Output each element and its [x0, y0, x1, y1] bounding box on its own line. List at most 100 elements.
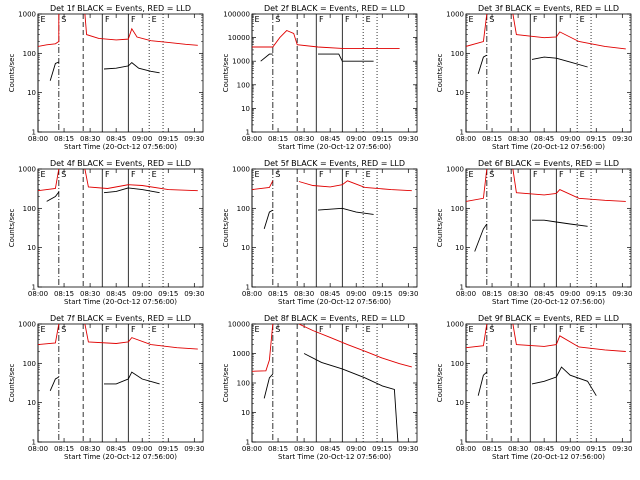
x-axis-label: Start Time (20-Oct-12 07:56:00)	[278, 453, 391, 461]
x-tick-label: 09:30	[398, 135, 418, 143]
y-axis-label: Counts/sec	[436, 364, 444, 403]
x-tick-label: 08:00	[456, 445, 476, 453]
x-tick-label: 09:30	[184, 445, 204, 453]
x-axis-label: Start Time (20-Oct-12 07:56:00)	[64, 298, 177, 306]
y-tick-label: 1	[32, 129, 36, 137]
time-marker-label: E	[40, 15, 45, 24]
events-series-line	[317, 207, 374, 215]
x-tick-label: 08:45	[320, 135, 340, 143]
x-tick-label: 08:45	[534, 290, 554, 298]
x-tick-label: 08:45	[106, 135, 126, 143]
x-tick-label: 08:45	[320, 445, 340, 453]
x-tick-label: 09:00	[560, 290, 580, 298]
x-tick-label: 09:15	[586, 135, 606, 143]
events-series-line	[46, 191, 60, 202]
x-tick-label: 08:45	[534, 135, 554, 143]
events-series-line	[532, 219, 588, 227]
y-tick-label: 10	[27, 399, 36, 407]
x-tick-label: 09:00	[346, 135, 366, 143]
y-tick-label: 1	[32, 284, 36, 292]
y-tick-label: 10	[455, 399, 464, 407]
chart-title: Det 7f BLACK = Events, RED = LLD	[50, 314, 191, 323]
lld-series-line	[38, 169, 60, 192]
chart-title: Det 1f BLACK = Events, RED = LLD	[50, 4, 191, 13]
lld-series-line	[298, 180, 412, 192]
x-tick-label: 08:00	[28, 290, 48, 298]
x-tick-label: 09:15	[586, 445, 606, 453]
series-group	[38, 324, 198, 391]
x-tick-label: 09:30	[184, 135, 204, 143]
x-tick-label: 09:15	[372, 290, 392, 298]
y-axis-label: Counts/sec	[222, 209, 230, 248]
time-marker-label: F	[131, 325, 136, 334]
plot-frame	[37, 168, 204, 288]
y-tick-label: 1	[246, 129, 250, 137]
plot-frame	[251, 323, 418, 443]
lld-series-line	[252, 324, 274, 372]
time-marker-label: S	[61, 15, 66, 24]
chart-title: Det 4f BLACK = Events, RED = LLD	[50, 159, 191, 168]
time-marker-label: E	[468, 15, 473, 24]
events-series-line	[531, 366, 597, 396]
series-group	[466, 169, 626, 252]
x-tick-label: 08:00	[28, 445, 48, 453]
chart-panel: Det 3f BLACK = Events, RED = LLD 1 10 100 10…	[436, 4, 632, 151]
lld-series-line	[38, 324, 60, 346]
y-tick-label: 1000	[232, 350, 250, 358]
x-tick-label: 08:15	[268, 290, 288, 298]
y-tick-label: 1000	[446, 166, 464, 174]
y-tick-label: 1000	[232, 166, 250, 174]
time-marker-label: S	[61, 325, 66, 334]
time-marker-label: E	[152, 15, 157, 24]
y-tick-label: 1	[460, 129, 464, 137]
x-tick-label: 08:45	[106, 290, 126, 298]
y-tick-label: 1	[246, 284, 250, 292]
x-tick-label: 08:15	[482, 445, 502, 453]
time-marker-label: F	[533, 170, 538, 179]
time-marker-label: E	[366, 170, 371, 179]
time-marker-label: S	[489, 170, 494, 179]
y-tick-label: 10000	[228, 34, 250, 42]
x-tick-label: 08:15	[54, 290, 74, 298]
x-tick-label: 08:15	[482, 290, 502, 298]
y-tick-label: 10	[241, 244, 250, 252]
plot-frame	[465, 168, 632, 288]
x-tick-label: 08:30	[294, 445, 314, 453]
lld-series-line	[512, 324, 626, 352]
lld-series-line	[84, 14, 198, 46]
y-tick-label: 10	[455, 244, 464, 252]
x-tick-label: 09:15	[372, 445, 392, 453]
y-axis-label: Counts/sec	[436, 209, 444, 248]
y-tick-label: 1000	[18, 321, 36, 329]
time-marker-label: E	[254, 15, 259, 24]
chart-title: Det 3f BLACK = Events, RED = LLD	[478, 4, 619, 13]
plot-frame	[37, 323, 204, 443]
chart-panel: Det 9f BLACK = Events, RED = LLD 1 10 100 10…	[436, 314, 632, 461]
x-axis-label: Start Time (20-Oct-12 07:56:00)	[64, 143, 177, 151]
lld-series-line	[466, 324, 488, 349]
x-tick-label: 09:00	[346, 445, 366, 453]
time-marker-label: E	[366, 15, 371, 24]
time-marker-label: F	[319, 15, 324, 24]
events-series-line	[474, 223, 488, 252]
chart-title: Det 6f BLACK = Events, RED = LLD	[478, 159, 619, 168]
series-group	[252, 324, 412, 442]
y-tick-label: 100000	[223, 11, 250, 19]
time-marker-label: E	[580, 15, 585, 24]
chart-title: Det 2f BLACK = Events, RED = LLD	[264, 4, 405, 13]
time-marker-label: S	[61, 170, 66, 179]
time-marker-label: E	[40, 170, 45, 179]
x-axis-label: Start Time (20-Oct-12 07:56:00)	[492, 298, 605, 306]
x-tick-label: 09:30	[612, 445, 632, 453]
time-marker-label: F	[559, 15, 564, 24]
chart-panel: Det 6f BLACK = Events, RED = LLD 1 10 100 10…	[436, 159, 632, 306]
x-tick-label: 09:00	[132, 445, 152, 453]
time-marker-label: E	[254, 325, 259, 334]
time-marker-label: F	[105, 325, 110, 334]
y-tick-label: 10000	[228, 321, 250, 329]
x-tick-label: 09:30	[398, 445, 418, 453]
events-series-line	[103, 187, 160, 194]
events-series-line	[477, 371, 488, 396]
lld-series-line	[512, 14, 626, 50]
